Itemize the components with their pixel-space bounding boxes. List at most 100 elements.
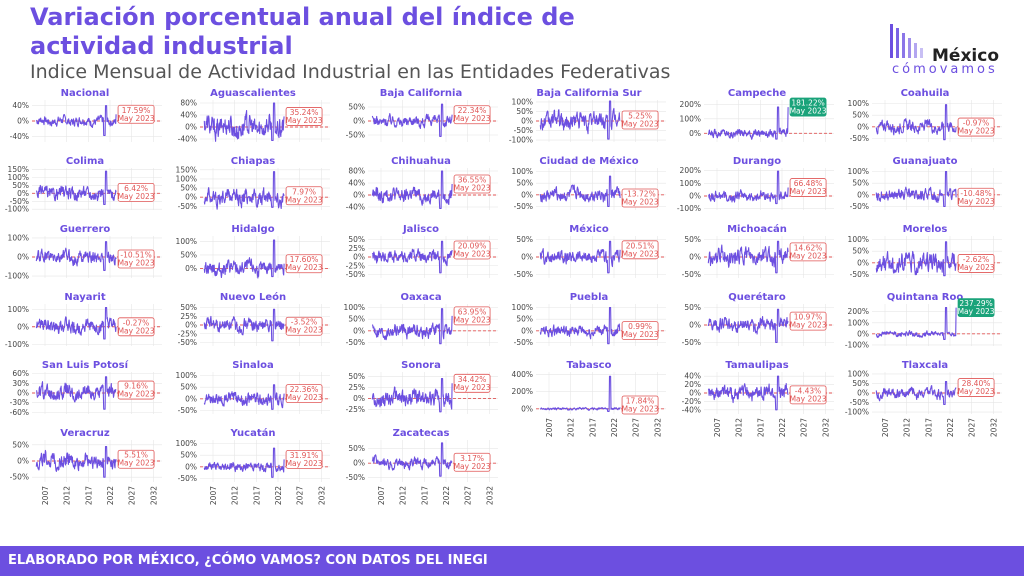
y-tick-label: 50% bbox=[348, 444, 365, 453]
series-line bbox=[875, 104, 957, 141]
y-tick-label: 200% bbox=[680, 166, 701, 175]
y-tick-label: -40% bbox=[10, 132, 29, 141]
last-value-date: May 2023 bbox=[622, 330, 659, 339]
y-tick-label: -60% bbox=[10, 408, 29, 417]
y-tick-label: 0% bbox=[689, 129, 701, 138]
panel-title: Sonora bbox=[401, 360, 441, 371]
y-tick-label: 400% bbox=[512, 370, 533, 379]
last-value-label: 63.95% bbox=[458, 307, 487, 316]
y-tick-label: -50% bbox=[346, 338, 365, 347]
last-value-box bbox=[957, 378, 995, 397]
x-tick-label: 2027 bbox=[464, 486, 473, 505]
panel-colima: Colima 150%100%50%0%-50%-100% 6.42%May 202… bbox=[5, 156, 162, 214]
last-value-box bbox=[789, 385, 827, 405]
series-line bbox=[875, 380, 957, 406]
panel-aguascalientes: Aguascalientes 80% 40% 0% -40% 35.24%May 2023 bbox=[178, 88, 330, 144]
y-tick-label: -50% bbox=[850, 134, 869, 143]
y-tick-label: 50% bbox=[516, 179, 533, 188]
y-tick-label: -50% bbox=[514, 270, 533, 279]
y-tick-label: -50% bbox=[178, 406, 197, 415]
panel-title: Querétaro bbox=[728, 291, 786, 303]
series-line bbox=[708, 170, 789, 205]
last-value-date: May 2023 bbox=[454, 184, 491, 193]
series-line bbox=[203, 239, 285, 279]
x-tick-label: 2027 bbox=[128, 486, 137, 505]
panel-title: Coahuila bbox=[901, 88, 950, 99]
logo-tagline: cómovamos bbox=[892, 62, 998, 77]
y-tick-label: 0% bbox=[185, 462, 197, 471]
last-value-box bbox=[453, 174, 491, 194]
y-tick-label: -25% bbox=[346, 261, 365, 270]
last-value-date: May 2023 bbox=[454, 383, 491, 392]
series-line bbox=[35, 170, 117, 206]
panel-oaxaca: Oaxaca 100% 50% 0% -50% 63.95%May 2023 bbox=[344, 292, 498, 347]
y-tick-label: 0% bbox=[17, 322, 29, 331]
y-tick-label: 0% bbox=[17, 189, 29, 198]
panel-michoacan: Michoacán 50% 0% -50% 14.62%May 2023 bbox=[682, 223, 834, 279]
last-value-date: May 2023 bbox=[118, 114, 155, 123]
panel-queretaro: Querétaro 50% 0% -50% 10.97%May 2023 bbox=[682, 291, 834, 347]
y-tick-label: -50% bbox=[178, 338, 197, 347]
series-line bbox=[371, 378, 453, 413]
series-line bbox=[707, 106, 789, 140]
y-tick-label: -30% bbox=[10, 398, 29, 407]
y-tick-label: 100% bbox=[8, 173, 29, 182]
last-value-label: 17.60% bbox=[290, 255, 319, 264]
y-tick-label: 50% bbox=[516, 235, 533, 244]
y-tick-label: 25% bbox=[348, 383, 365, 392]
panel-title: Nuevo León bbox=[220, 291, 286, 303]
panel-title: Aguascalientes bbox=[210, 88, 296, 99]
y-tick-label: 0% bbox=[353, 394, 365, 403]
x-tick-label: 2007 bbox=[209, 486, 218, 505]
y-tick-label: 0% bbox=[17, 253, 29, 262]
panel-title: Nacional bbox=[61, 88, 110, 99]
panel-san-luis-potosi: San Luis Potosí 60%30%0%-30%-60% 9.16%May … bbox=[10, 359, 162, 417]
last-value-date: May 2023 bbox=[622, 249, 659, 258]
y-tick-label: 100% bbox=[680, 114, 701, 123]
y-tick-label: 60% bbox=[12, 369, 29, 378]
y-tick-label: -100% bbox=[677, 204, 701, 213]
last-value-label: 17.59% bbox=[122, 106, 151, 115]
last-value-date: May 2023 bbox=[286, 459, 323, 468]
last-value-date: May 2023 bbox=[790, 107, 827, 116]
last-value-box bbox=[621, 110, 659, 130]
panel-title: Michoacán bbox=[727, 223, 787, 235]
last-value-date: May 2023 bbox=[454, 462, 491, 471]
last-value-label: -0.27% bbox=[123, 318, 150, 327]
y-tick-label: 0% bbox=[353, 253, 365, 262]
chart-title: Variación porcentual anual del índice de… bbox=[30, 3, 575, 60]
panel-title: Tamaulipas bbox=[725, 360, 788, 371]
x-tick-label: 2032 bbox=[989, 418, 998, 437]
panel-title: Jalisco bbox=[402, 224, 439, 235]
last-value-date: May 2023 bbox=[286, 195, 323, 204]
x-tick-label: 2032 bbox=[821, 418, 830, 437]
last-value-box bbox=[957, 254, 995, 273]
y-tick-label: 0% bbox=[857, 258, 869, 267]
y-tick-label: -100% bbox=[5, 272, 29, 281]
y-tick-label: 200% bbox=[680, 100, 701, 109]
series-line bbox=[875, 307, 957, 340]
last-value-date: May 2023 bbox=[454, 315, 491, 324]
y-tick-label: 100% bbox=[848, 99, 869, 108]
last-value-date: May 2023 bbox=[118, 390, 155, 399]
panel-title: Puebla bbox=[570, 292, 609, 303]
series-line bbox=[35, 306, 117, 340]
panel-quintana-roo: Quintana Roo 200% 100% 0% -100% 237.29%May 20… bbox=[845, 292, 1002, 349]
last-value-box bbox=[117, 317, 155, 337]
x-tick-label: 2022 bbox=[946, 418, 955, 437]
last-value-label: -10.51% bbox=[120, 251, 151, 260]
last-value-label: 22.36% bbox=[290, 385, 319, 394]
last-value-label: 17.84% bbox=[626, 397, 655, 406]
last-value-box bbox=[117, 104, 155, 124]
footer-bar: ELABORADO POR MÉXICO, ¿CÓMO VAMOS? CON D… bbox=[0, 546, 1024, 576]
y-tick-label: 0% bbox=[857, 389, 869, 398]
last-value-box bbox=[453, 105, 491, 125]
series-line bbox=[875, 170, 957, 208]
last-value-box bbox=[285, 186, 323, 206]
last-value-label: 10.97% bbox=[794, 313, 823, 322]
last-value-label: 3.17% bbox=[460, 454, 484, 463]
y-tick-label: 50% bbox=[516, 107, 533, 116]
series-line bbox=[371, 103, 453, 137]
panel-campeche: Campeche 200% 100% 0% 181.22%May 2023 bbox=[680, 88, 834, 142]
